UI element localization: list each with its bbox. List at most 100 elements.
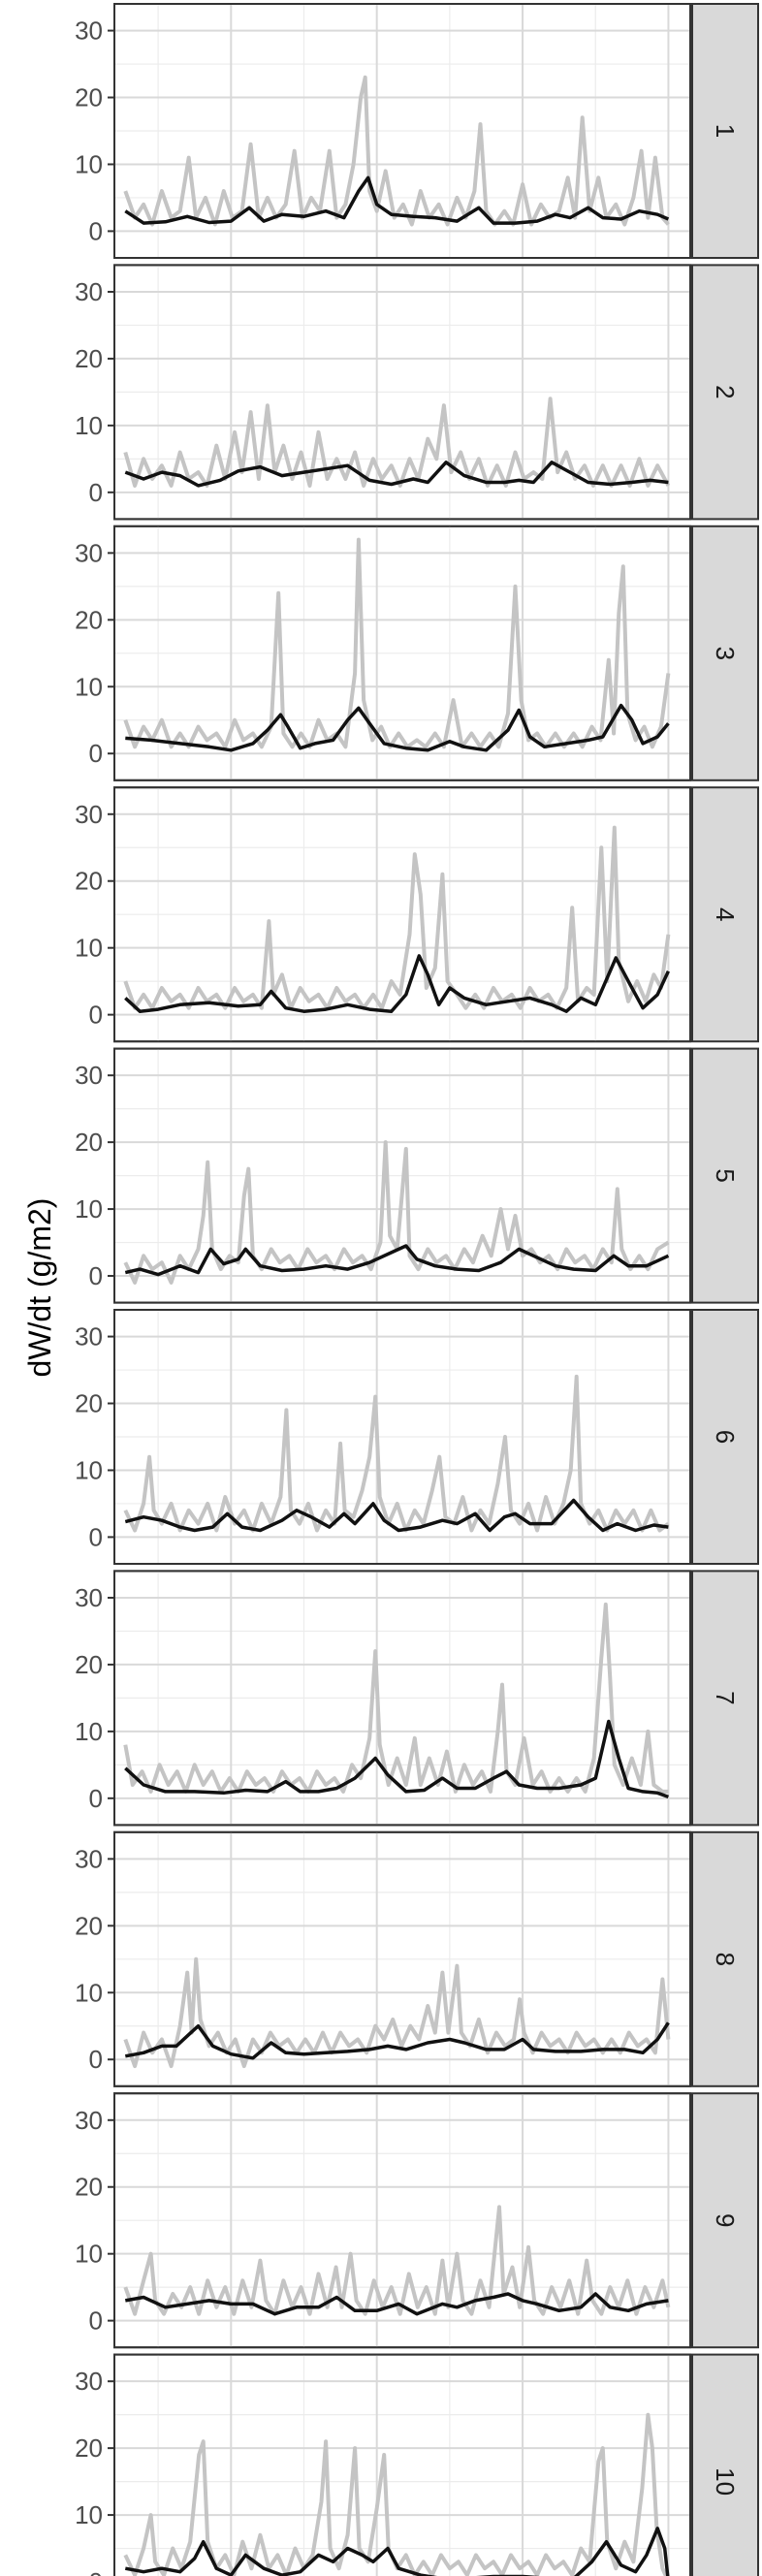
smoothed-series-line: [124, 1719, 670, 1799]
raw-series-line: [123, 1956, 671, 2069]
y-tick-label: 10: [75, 1717, 103, 1746]
y-tick-label: 0: [89, 478, 103, 507]
panel-border: [113, 525, 691, 781]
y-tick-label: 30: [75, 1322, 103, 1352]
facet-strip: [691, 3, 759, 259]
y-axis-title: dW/dt (g/m2): [22, 1198, 57, 1378]
smoothed-series-line: [124, 2292, 669, 2316]
raw-series-line: [123, 537, 671, 749]
smoothed-series-line: [124, 954, 670, 1013]
y-tick-label: 30: [75, 2367, 103, 2396]
panel-border: [113, 786, 691, 1043]
facet-strip: [691, 1830, 759, 2087]
facet-strip-label: 2: [711, 385, 740, 398]
panel-3: 0 10 20 30 3: [75, 525, 759, 781]
y-tick-label: 30: [75, 538, 103, 567]
y-tick-label: 20: [75, 1911, 103, 1940]
smoothed-series-line: [124, 1498, 669, 1533]
panel-border: [113, 1047, 691, 1304]
panel-border: [113, 264, 691, 521]
y-tick-label: 10: [75, 672, 103, 701]
facet-strip: [691, 264, 759, 521]
y-tick-label: 0: [89, 1001, 103, 1030]
smoothed-series-line: [124, 175, 670, 225]
raw-series-line: [123, 1374, 670, 1533]
facet-strip-label: 7: [711, 1691, 740, 1704]
y-tick-label: 10: [75, 149, 103, 178]
y-tick-label: 30: [75, 1061, 103, 1090]
y-tick-label: 30: [75, 2106, 103, 2135]
y-tick-label: 30: [75, 1844, 103, 1873]
panel-border: [113, 1830, 691, 2087]
facet-strip: [691, 1309, 759, 1565]
facet-strip-label: 9: [711, 2213, 740, 2227]
panel-border: [113, 2353, 691, 2576]
y-tick-label: 0: [89, 1261, 103, 1290]
panel-5: 0 10 20 30 5: [75, 1047, 759, 1304]
y-tick-label: 0: [89, 2306, 103, 2336]
y-tick-label: 0: [89, 2045, 103, 2074]
facet-strip-label: 8: [711, 1953, 740, 1966]
y-tick-label: 10: [75, 2240, 103, 2269]
y-tick-label: 0: [89, 1522, 103, 1551]
raw-series-line: [123, 75, 670, 227]
y-tick-label: 20: [75, 867, 103, 896]
facet-strip-label: 10: [711, 2467, 740, 2496]
y-tick-label: 0: [89, 2567, 103, 2576]
panel-2: 0 10 20 30 2: [75, 264, 759, 521]
y-tick-label: 20: [75, 2173, 103, 2202]
facet-strip: [691, 1047, 759, 1304]
y-tick-label: 0: [89, 216, 103, 245]
panel-6: 0 10 20 30 6: [75, 1309, 759, 1565]
y-tick-label: 30: [75, 277, 103, 306]
panel-border: [113, 2092, 691, 2349]
y-tick-label: 30: [75, 1583, 103, 1612]
facet-strip: [691, 2092, 759, 2349]
smoothed-series-line: [124, 2021, 670, 2060]
panel-10: 0 10 20 30 10: [75, 2353, 759, 2576]
y-tick-label: 0: [89, 1784, 103, 1813]
facet-strip: [691, 1570, 759, 1827]
facet-strip: [691, 525, 759, 781]
y-tick-label: 20: [75, 1650, 103, 1679]
smoothed-series-line: [124, 1244, 670, 1277]
panel-9: 0 10 20 30 9: [75, 2092, 759, 2349]
y-tick-label: 0: [89, 739, 103, 768]
raw-series-line: [123, 2205, 671, 2316]
facet-strip-label: 1: [711, 124, 740, 138]
y-tick-label: 30: [75, 800, 103, 829]
panel-7: 0 10 20 30 7: [75, 1570, 759, 1827]
smoothed-series-line: [125, 703, 670, 752]
raw-series-line: [123, 1602, 669, 1794]
y-tick-label: 10: [75, 2500, 103, 2529]
panel-background: [113, 2353, 691, 2576]
facet-strip-label: 6: [711, 1430, 740, 1444]
facet-strip: [691, 2353, 759, 2576]
y-tick-label: 10: [75, 934, 103, 963]
y-tick-label: 10: [75, 1194, 103, 1224]
y-tick-label: 20: [75, 1128, 103, 1157]
y-tick-label: 20: [75, 1389, 103, 1418]
panel-4: 0 10 20 30 4: [75, 786, 759, 1043]
y-tick-label: 10: [75, 411, 103, 440]
y-tick-label: 20: [75, 344, 103, 373]
facet-strip-label: 3: [711, 647, 740, 660]
panel-8: 0 10 20 30 8: [75, 1830, 759, 2087]
smoothed-series-line: [124, 2527, 670, 2576]
smoothed-series-line: [124, 461, 669, 488]
y-tick-label: 20: [75, 83, 103, 112]
y-tick-label: 10: [75, 1978, 103, 2007]
panel-1: 0 10 20 30 1: [75, 3, 759, 259]
facet-strip: [691, 786, 759, 1043]
panel-border: [113, 3, 691, 259]
panels-layer: 0102030101020302010203030102030401020305…: [75, 3, 759, 2576]
panel-border: [113, 1570, 691, 1827]
y-tick-label: 20: [75, 2433, 103, 2463]
y-tick-label: 10: [75, 1455, 103, 1484]
facet-strip-label: 4: [711, 907, 740, 921]
y-tick-label: 30: [75, 16, 103, 46]
y-tick-label: 20: [75, 605, 103, 634]
facet-strip-label: 5: [711, 1168, 740, 1182]
panel-border: [113, 1309, 691, 1565]
